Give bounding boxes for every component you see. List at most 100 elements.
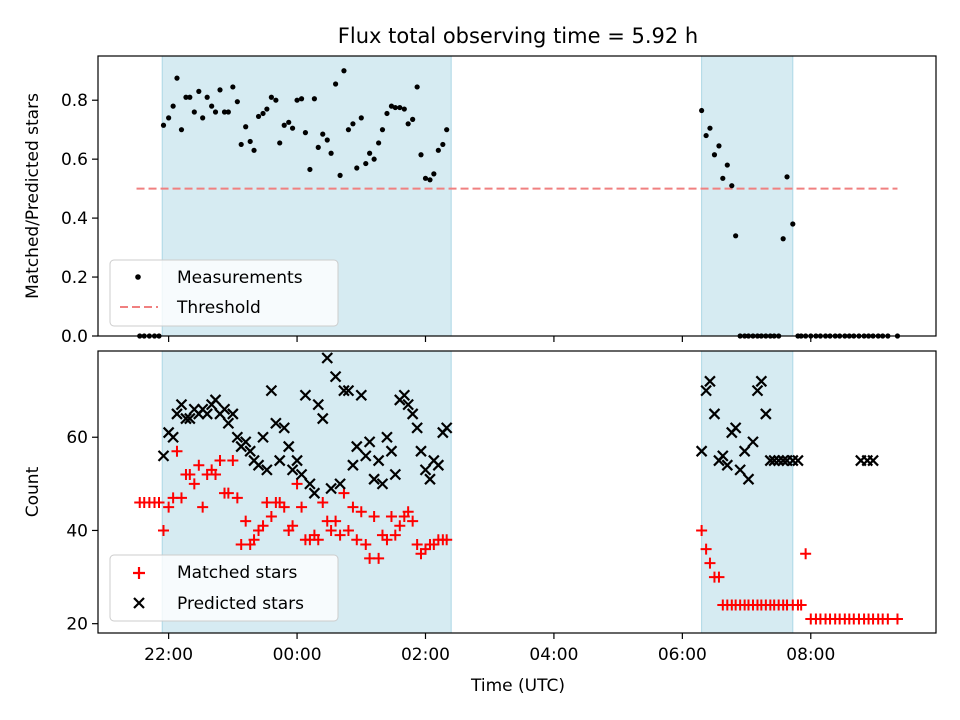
predicted-star-point	[359, 450, 372, 462]
predicted-star-point	[209, 394, 222, 406]
predicted-star-point	[708, 408, 721, 420]
matched-star-point	[193, 459, 205, 471]
measurement-point	[212, 109, 219, 115]
predicted-star-point	[406, 408, 419, 420]
measurement-point	[440, 141, 446, 148]
measurement-point	[273, 97, 279, 103]
measurement-point	[384, 110, 390, 117]
predicted-star-point	[777, 454, 789, 467]
x-axis-ticks-top	[168, 336, 812, 342]
predicted-star-point	[704, 375, 716, 388]
predicted-star-point	[316, 412, 329, 425]
matched-star-point	[713, 571, 725, 583]
x-tick-label: 08:00	[786, 645, 835, 665]
matched-star-point	[795, 599, 807, 611]
predicted-star-point	[398, 389, 411, 402]
predicted-star-point	[792, 454, 804, 467]
observing-window-2	[701, 350, 794, 634]
matched-star-point	[402, 506, 414, 518]
matched-star-point	[222, 487, 234, 499]
measurement-point	[187, 94, 193, 100]
predicted-star-point	[717, 450, 729, 462]
predicted-star-point	[734, 464, 746, 476]
predicted-star-point	[432, 459, 445, 471]
measurement-point	[209, 103, 215, 109]
measurement-point	[217, 87, 223, 93]
measurement-point	[341, 68, 347, 74]
legend-box-bottom	[109, 554, 339, 622]
measurement-point	[196, 88, 202, 94]
matched-star-point	[157, 524, 169, 536]
measurement-point	[397, 104, 403, 111]
predicted-star-point	[325, 482, 337, 495]
predicted-star-point	[175, 398, 188, 411]
measurement-point	[298, 96, 305, 102]
measurement-point	[307, 166, 313, 173]
measurement-point	[234, 99, 240, 105]
measurement-points	[137, 68, 901, 339]
measurement-point	[354, 165, 360, 171]
measurement-point	[289, 125, 296, 131]
measurement-point	[286, 119, 292, 125]
predicted-star-point	[231, 431, 244, 444]
legend-marker-predicted	[133, 597, 145, 609]
predicted-star-points	[157, 352, 879, 499]
predicted-star-point	[239, 436, 252, 448]
matched-star-point	[257, 520, 269, 532]
predicted-star-point	[695, 445, 708, 457]
predicted-star-point	[342, 384, 355, 397]
predicted-star-point	[402, 398, 414, 411]
measurement-point	[230, 84, 236, 90]
measurement-point	[435, 147, 441, 153]
x-tick-label: 06:00	[658, 645, 707, 665]
matched-star-point	[163, 501, 175, 513]
matched-star-point	[210, 469, 222, 481]
legend-label-measurements: Measurements	[177, 268, 303, 288]
measurement-point	[204, 94, 210, 100]
measurement-point	[716, 143, 722, 149]
predicted-star-point	[299, 389, 312, 402]
predicted-star-point	[329, 370, 342, 383]
matched-star-point	[373, 552, 385, 564]
measurement-point	[268, 94, 274, 100]
measurement-point	[376, 140, 382, 146]
matched-star-point	[184, 469, 196, 481]
matched-star-point	[240, 515, 252, 527]
predicted-star-point	[261, 464, 273, 476]
matched-star-point	[441, 534, 453, 546]
measurement-point	[247, 138, 253, 145]
measurement-point	[328, 150, 334, 156]
predicted-star-point	[257, 431, 269, 444]
measurement-point	[264, 106, 270, 112]
matched-star-point	[287, 520, 299, 532]
predicted-star-point	[321, 352, 334, 364]
measurement-point	[363, 160, 369, 167]
predicted-star-point	[721, 459, 734, 471]
predicted-star-point	[747, 436, 759, 448]
predicted-star-point	[415, 445, 427, 457]
predicted-star-point	[273, 454, 286, 467]
measurement-point	[405, 121, 411, 127]
predicted-star-point	[201, 408, 213, 420]
measurement-point	[243, 124, 249, 130]
measurement-point	[379, 127, 386, 133]
matched-star-point	[389, 529, 401, 541]
measurement-point	[401, 106, 407, 112]
matched-star-point	[411, 538, 423, 550]
measurement-point	[166, 115, 172, 121]
matched-star-point	[355, 506, 367, 518]
predicted-star-point	[338, 384, 350, 397]
measurement-point	[238, 141, 244, 148]
matched-star-point	[317, 496, 329, 508]
measurement-point	[720, 175, 726, 181]
measurement-point	[733, 233, 739, 239]
chart-title: Flux total observing time = 5.92 h	[338, 24, 698, 48]
matched-star-point	[407, 515, 419, 527]
matched-star-point	[214, 455, 226, 467]
predicted-star-point	[222, 417, 235, 430]
panel-ratio: 0.00.20.40.60.8 Matched/Predicted stars …	[23, 55, 937, 347]
measurement-point	[260, 110, 266, 117]
measurement-point	[183, 94, 189, 100]
predicted-star-point	[157, 450, 170, 462]
predicted-star-point	[180, 412, 192, 425]
